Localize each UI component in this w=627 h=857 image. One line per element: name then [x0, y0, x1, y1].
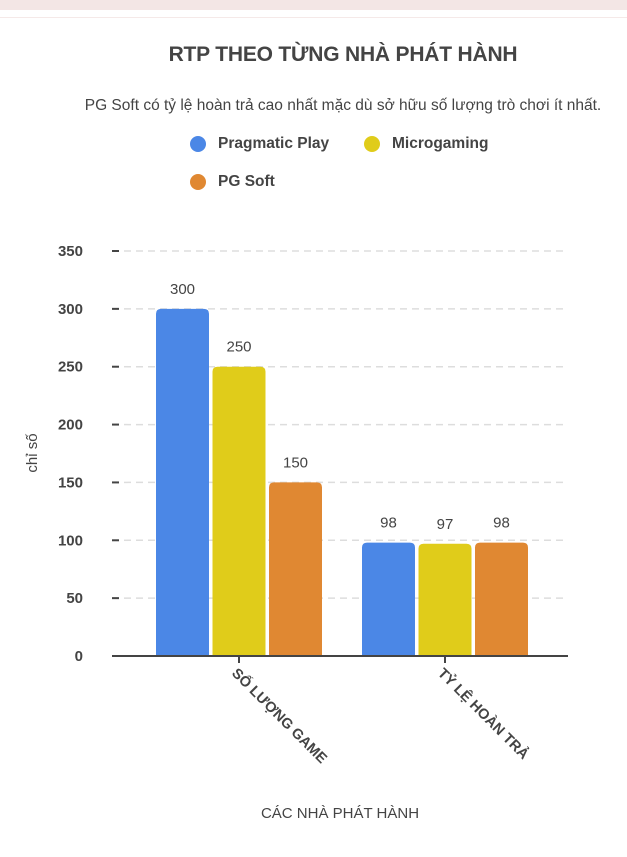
- legend-swatch-pg-soft: [190, 174, 206, 190]
- y-tick-label: 350: [58, 243, 83, 260]
- bar: [269, 482, 322, 656]
- bar-value-label: 98: [380, 515, 397, 532]
- y-tick-label: 0: [75, 648, 83, 665]
- chart-title: RTP THEO TỪNG NHÀ PHÁT HÀNH: [168, 43, 518, 66]
- legend-label-pg-soft: PG Soft: [218, 173, 275, 190]
- legend-label-pragmatic-play: Pragmatic Play: [218, 135, 330, 152]
- bar-value-label: 150: [283, 454, 308, 471]
- legend-item-pragmatic-play[interactable]: Pragmatic Play: [190, 134, 329, 154]
- legend-label-microgaming: Microgaming: [392, 135, 489, 152]
- y-tick-label: 200: [58, 417, 83, 434]
- legend-swatch-microgaming: [364, 136, 380, 152]
- bar: [475, 542, 528, 656]
- y-tick-label: 100: [58, 532, 83, 549]
- x-tick-label: TỶ LỆ HOÀN TRẢ: [434, 664, 533, 763]
- bar-value-label: 97: [437, 516, 454, 533]
- y-tick-label: 300: [58, 301, 83, 318]
- chart-subtitle: PG Soft có tỷ lệ hoàn trả cao nhất mặc d…: [84, 97, 602, 114]
- bar: [362, 542, 415, 656]
- bar-value-label: 250: [226, 339, 251, 356]
- bar: [418, 543, 472, 656]
- y-tick-label: 150: [58, 474, 83, 491]
- y-axis-title: chỉ số: [24, 433, 41, 473]
- y-tick-label: 250: [58, 359, 83, 376]
- bar-value-label: 98: [493, 515, 510, 532]
- top-band: [0, 0, 627, 10]
- x-tick-label: SỐ LƯỢNG GAME: [228, 664, 331, 767]
- bar: [212, 366, 266, 656]
- legend-item-pg-soft[interactable]: PG Soft: [190, 172, 275, 192]
- bar: [156, 308, 209, 656]
- bar-value-label: 300: [170, 281, 195, 298]
- x-axis-title: CÁC NHÀ PHÁT HÀNH: [260, 805, 420, 822]
- legend-item-microgaming[interactable]: Microgaming: [364, 134, 488, 154]
- legend-swatch-pragmatic-play: [190, 136, 206, 152]
- y-tick-label: 50: [66, 590, 83, 607]
- top-divider: [0, 17, 627, 18]
